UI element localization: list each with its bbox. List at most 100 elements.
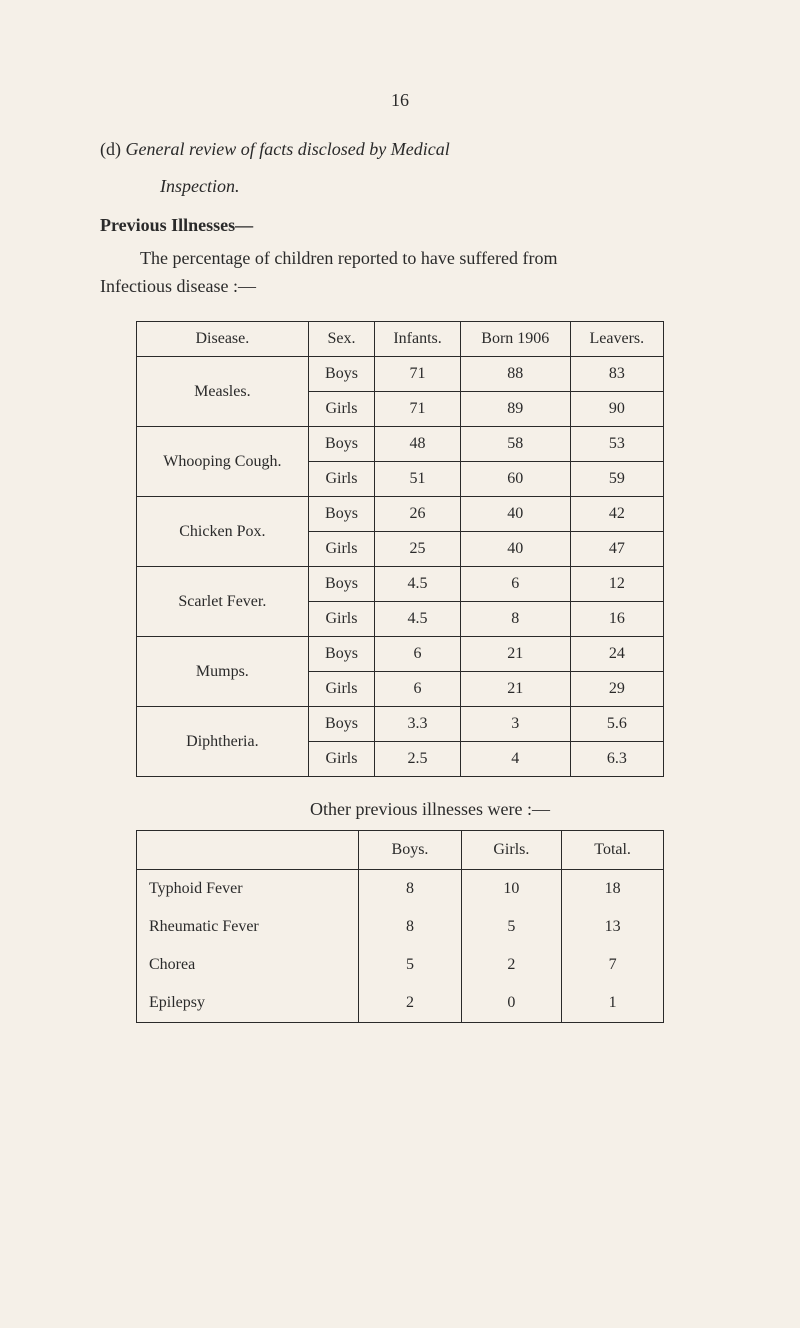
other-header-girls: Girls. (461, 831, 562, 870)
data-cell: 2 (359, 984, 461, 1023)
data-cell: 24 (570, 637, 663, 672)
data-cell: 6 (460, 567, 570, 602)
table-row: Typhoid Fever81018 (137, 870, 664, 909)
data-cell: 60 (460, 462, 570, 497)
data-cell: 8 (359, 870, 461, 909)
intro-prefix: (d) (100, 139, 126, 159)
data-cell: 12 (570, 567, 663, 602)
data-cell: 71 (375, 357, 461, 392)
data-cell: 7 (562, 946, 664, 984)
data-cell: 25 (375, 532, 461, 567)
data-cell: 4.5 (375, 602, 461, 637)
table-row: Diphtheria.Boys3.335.6 (137, 707, 664, 742)
data-cell: 3 (460, 707, 570, 742)
header-disease: Disease. (137, 322, 309, 357)
table-row: Scarlet Fever.Boys4.5612 (137, 567, 664, 602)
other-header-blank (137, 831, 359, 870)
data-cell: 59 (570, 462, 663, 497)
data-cell: 6 (375, 637, 461, 672)
data-cell: 48 (375, 427, 461, 462)
other-table: Boys. Girls. Total. Typhoid Fever81018Rh… (136, 830, 664, 1023)
table-row: Epilepsy201 (137, 984, 664, 1023)
data-cell: 2.5 (375, 742, 461, 777)
disease-cell: Scarlet Fever. (137, 567, 309, 637)
data-cell: 89 (460, 392, 570, 427)
section-heading: Previous Illnesses— (100, 215, 700, 236)
data-cell: 47 (570, 532, 663, 567)
data-cell: Boys (308, 567, 374, 602)
other-header-total: Total. (562, 831, 664, 870)
other-header-row: Boys. Girls. Total. (137, 831, 664, 870)
intro-section: (d) General review of facts disclosed by… (100, 135, 700, 201)
data-cell: Boys (308, 427, 374, 462)
disease-cell: Diphtheria. (137, 707, 309, 777)
data-cell: 51 (375, 462, 461, 497)
data-cell: 71 (375, 392, 461, 427)
intro-line1: (d) General review of facts disclosed by… (100, 135, 700, 164)
data-cell: Epilepsy (137, 984, 359, 1023)
data-cell: 5 (461, 908, 562, 946)
data-cell: 16 (570, 602, 663, 637)
table-row: Measles.Boys718883 (137, 357, 664, 392)
data-cell: Girls (308, 672, 374, 707)
data-cell: 6.3 (570, 742, 663, 777)
data-cell: Rheumatic Fever (137, 908, 359, 946)
other-header-boys: Boys. (359, 831, 461, 870)
data-cell: Girls (308, 742, 374, 777)
header-leavers: Leavers. (570, 322, 663, 357)
data-cell: 18 (562, 870, 664, 909)
data-cell: 4.5 (375, 567, 461, 602)
data-cell: 0 (461, 984, 562, 1023)
data-cell: Chorea (137, 946, 359, 984)
data-cell: 83 (570, 357, 663, 392)
data-cell: Girls (308, 392, 374, 427)
table-row: Chicken Pox.Boys264042 (137, 497, 664, 532)
data-cell: 4 (460, 742, 570, 777)
data-cell: 8 (460, 602, 570, 637)
data-cell: Boys (308, 357, 374, 392)
data-cell: Girls (308, 462, 374, 497)
header-born1906: Born 1906 (460, 322, 570, 357)
header-infants: Infants. (375, 322, 461, 357)
paragraph2: Infectious disease :— (100, 272, 700, 301)
data-cell: Typhoid Fever (137, 870, 359, 909)
data-cell: 58 (460, 427, 570, 462)
data-cell: 29 (570, 672, 663, 707)
data-cell: Boys (308, 637, 374, 672)
data-cell: 53 (570, 427, 663, 462)
middle-text: Other previous illnesses were :— (100, 799, 700, 820)
table-row: Chorea527 (137, 946, 664, 984)
data-cell: 10 (461, 870, 562, 909)
data-cell: 88 (460, 357, 570, 392)
disease-cell: Chicken Pox. (137, 497, 309, 567)
paragraph1: The percentage of children reported to h… (100, 244, 700, 273)
data-cell: 21 (460, 672, 570, 707)
data-cell: 2 (461, 946, 562, 984)
table-row: Rheumatic Fever8513 (137, 908, 664, 946)
intro-italic1: General review of facts disclosed by Med… (126, 139, 450, 159)
disease-cell: Measles. (137, 357, 309, 427)
data-cell: Boys (308, 707, 374, 742)
data-cell: 1 (562, 984, 664, 1023)
data-cell: 90 (570, 392, 663, 427)
data-cell: 5.6 (570, 707, 663, 742)
data-cell: 5 (359, 946, 461, 984)
data-cell: Boys (308, 497, 374, 532)
page-number: 16 (100, 90, 700, 111)
table-row: Whooping Cough.Boys485853 (137, 427, 664, 462)
data-cell: 3.3 (375, 707, 461, 742)
data-cell: 42 (570, 497, 663, 532)
header-sex: Sex. (308, 322, 374, 357)
data-cell: 13 (562, 908, 664, 946)
data-cell: 8 (359, 908, 461, 946)
data-cell: Girls (308, 602, 374, 637)
data-cell: 21 (460, 637, 570, 672)
intro-line2: Inspection. (160, 172, 700, 201)
data-cell: Girls (308, 532, 374, 567)
data-cell: 6 (375, 672, 461, 707)
disease-cell: Whooping Cough. (137, 427, 309, 497)
data-cell: 26 (375, 497, 461, 532)
table-row: Mumps.Boys62124 (137, 637, 664, 672)
data-cell: 40 (460, 532, 570, 567)
table-header-row: Disease. Sex. Infants. Born 1906 Leavers… (137, 322, 664, 357)
